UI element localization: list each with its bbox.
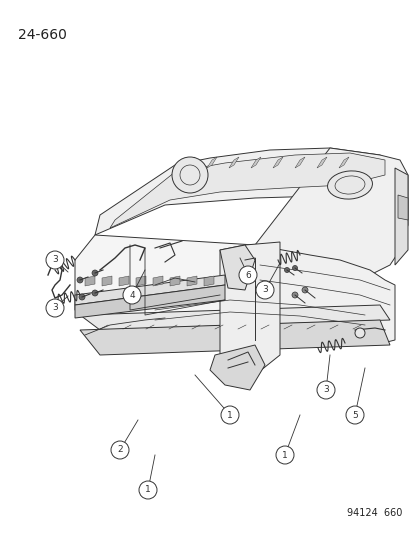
Text: 3: 3 (52, 255, 58, 264)
Circle shape (292, 265, 297, 271)
Polygon shape (75, 235, 254, 350)
Circle shape (111, 441, 129, 459)
Polygon shape (338, 157, 348, 168)
Polygon shape (316, 157, 326, 168)
Polygon shape (394, 168, 407, 265)
Text: 1: 1 (281, 450, 287, 459)
Polygon shape (206, 157, 216, 168)
Circle shape (238, 266, 256, 284)
Circle shape (77, 277, 83, 283)
Polygon shape (397, 195, 407, 220)
Text: 5: 5 (351, 410, 357, 419)
Circle shape (354, 328, 364, 338)
Text: 1: 1 (227, 410, 232, 419)
Polygon shape (254, 148, 407, 275)
Polygon shape (185, 157, 195, 168)
Text: 3: 3 (322, 385, 328, 394)
Circle shape (301, 287, 307, 293)
Polygon shape (219, 242, 279, 375)
Polygon shape (228, 157, 238, 168)
Text: 94124  660: 94124 660 (346, 508, 401, 518)
Circle shape (139, 481, 157, 499)
Polygon shape (250, 157, 260, 168)
Circle shape (316, 381, 334, 399)
Polygon shape (119, 276, 129, 286)
Text: 2: 2 (117, 446, 123, 455)
Polygon shape (204, 276, 214, 286)
Text: 6: 6 (244, 271, 250, 279)
Polygon shape (153, 276, 163, 286)
Circle shape (255, 281, 273, 299)
Text: 3: 3 (261, 286, 267, 295)
Polygon shape (219, 245, 254, 290)
Polygon shape (80, 320, 389, 355)
Circle shape (123, 286, 141, 304)
Circle shape (92, 290, 98, 296)
Circle shape (171, 157, 207, 193)
Polygon shape (95, 148, 394, 235)
Text: 24-660: 24-660 (18, 28, 67, 42)
Polygon shape (75, 285, 224, 318)
Polygon shape (136, 276, 146, 286)
Polygon shape (75, 275, 224, 305)
Circle shape (46, 251, 64, 269)
Circle shape (345, 406, 363, 424)
Polygon shape (187, 276, 197, 286)
Text: 1: 1 (145, 486, 150, 495)
Circle shape (275, 446, 293, 464)
Polygon shape (110, 153, 384, 228)
Circle shape (46, 299, 64, 317)
Ellipse shape (327, 171, 372, 199)
Text: 3: 3 (52, 303, 58, 312)
Text: 4: 4 (129, 290, 135, 300)
Polygon shape (85, 276, 95, 286)
Polygon shape (80, 305, 389, 330)
Circle shape (221, 406, 238, 424)
Polygon shape (294, 157, 304, 168)
Polygon shape (209, 345, 264, 390)
Circle shape (92, 270, 98, 276)
Circle shape (284, 268, 289, 272)
Polygon shape (272, 157, 282, 168)
Polygon shape (170, 276, 180, 286)
Polygon shape (102, 276, 112, 286)
Circle shape (291, 292, 297, 298)
Circle shape (79, 294, 85, 300)
Polygon shape (254, 245, 394, 345)
